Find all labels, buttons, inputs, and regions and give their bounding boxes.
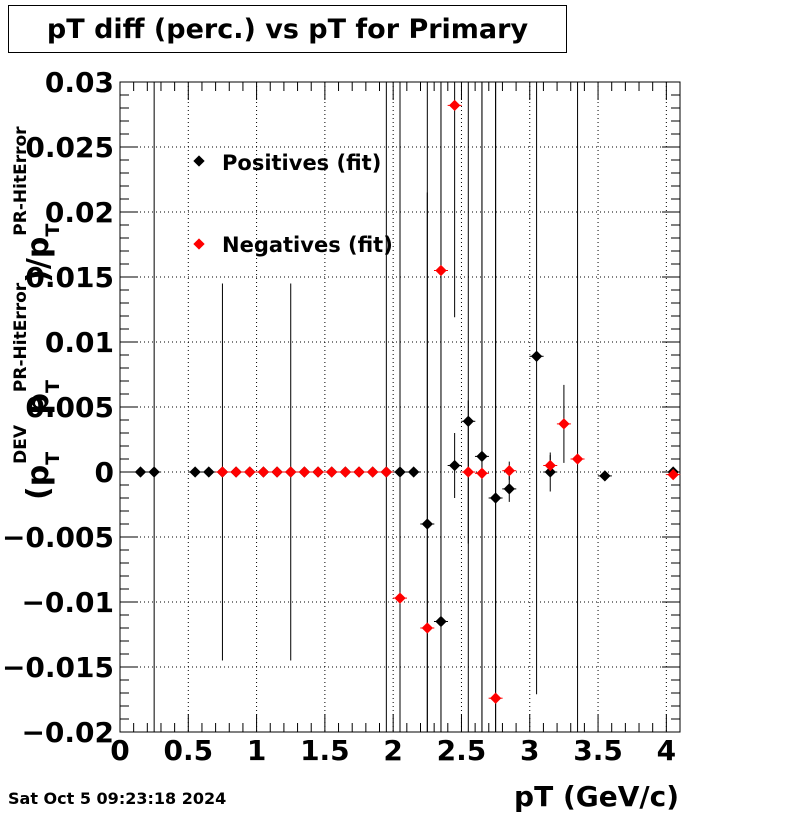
point-positive <box>148 466 160 478</box>
y-tick-label: −0.005 <box>2 521 114 554</box>
x-tick-label: 1 <box>247 734 266 767</box>
legend-marker-negatives <box>193 238 205 250</box>
y-tick-label: 0.015 <box>25 261 114 294</box>
point-negative <box>244 466 256 478</box>
x-tick-label: 1.5 <box>300 734 350 767</box>
point-negative <box>271 466 283 478</box>
point-positive <box>503 483 515 495</box>
x-tick-label: 2 <box>383 734 402 767</box>
x-tick-labels: 0 0.5 1 1.5 2 2.5 3 3.5 4 <box>110 734 676 767</box>
point-negative <box>571 453 584 465</box>
point-positive <box>530 350 543 362</box>
x-tick-label: 0 <box>110 734 129 767</box>
point-negative <box>421 622 433 634</box>
y-title-sub2: T <box>42 380 64 393</box>
y-tick-label: −0.01 <box>21 586 114 619</box>
y-tick-label: 0.03 <box>45 66 114 99</box>
point-positive <box>462 415 474 427</box>
point-negative <box>257 466 270 478</box>
point-negative <box>544 459 556 472</box>
y-tick-label: 0.025 <box>25 131 114 164</box>
point-positive <box>189 466 201 478</box>
point-positive <box>203 466 215 478</box>
point-negative <box>394 592 406 604</box>
point-negative <box>367 466 379 478</box>
point-negative <box>326 466 338 478</box>
point-positive <box>408 466 420 478</box>
y-title-mid: p <box>21 393 56 425</box>
y-title-sub1: T <box>42 452 64 465</box>
point-negative <box>667 468 679 481</box>
point-negative <box>216 466 229 478</box>
point-negative <box>353 466 365 478</box>
legend: Positives (fit) Negatives (fit) <box>193 151 393 257</box>
y-tick-label: −0.015 <box>2 651 114 684</box>
point-negative <box>558 418 570 430</box>
x-tick-label: 3 <box>520 734 539 767</box>
x-tick-label: 2.5 <box>437 734 487 767</box>
point-negative <box>435 264 447 277</box>
y-axis-title: (pTDEV pTPR-HitError)/pTPR-HitError <box>11 126 64 500</box>
y-title-main: (p <box>21 465 56 500</box>
axis-ticks <box>119 81 681 733</box>
svg-text:(pTDEV pTPR-HitError)/pTPR-Hit: (pTDEV pTPR-HitError)/pTPR-HitError <box>11 126 64 500</box>
y-tick-label: −0.02 <box>21 716 114 749</box>
legend-marker-positives <box>193 155 205 167</box>
point-negative <box>285 466 297 478</box>
point-positive <box>134 466 147 478</box>
point-negative <box>298 466 311 478</box>
point-positive <box>476 450 488 463</box>
point-positive <box>448 459 461 472</box>
point-negative <box>489 692 502 704</box>
point-negative <box>476 467 488 479</box>
legend-label-positives: Positives (fit) <box>222 151 381 175</box>
y-title-sup1: DEV <box>11 424 31 464</box>
point-negative <box>339 466 352 478</box>
y-tick-label: 0.02 <box>45 196 114 229</box>
point-positive <box>544 466 556 478</box>
point-negative <box>503 465 515 477</box>
point-positive <box>599 470 611 482</box>
x-tick-label: 0.5 <box>163 734 213 767</box>
y-title-sup2: PR-HitError <box>11 282 31 392</box>
point-negative <box>312 466 324 478</box>
point-negative <box>230 466 242 478</box>
y-title-tail: )/p <box>21 237 56 283</box>
timestamp: Sat Oct 5 09:23:18 2024 <box>8 789 227 808</box>
x-tick-label: 4 <box>657 734 676 767</box>
y-tick-label: 0.01 <box>45 326 114 359</box>
point-negative <box>380 466 392 478</box>
point-negative <box>462 466 474 478</box>
point-negative <box>448 99 461 112</box>
y-title-sup3: PR-HitError <box>11 126 31 236</box>
point-positive <box>489 492 502 504</box>
y-tick-labels: −0.02 −0.015 −0.01 −0.005 0 0.005 0.01 0.015 0.0… <box>2 66 114 749</box>
point-positive <box>435 615 447 628</box>
point-positive <box>421 518 433 530</box>
legend-label-negatives: Negatives (fit) <box>222 233 393 257</box>
point-positive <box>394 466 406 478</box>
x-tick-label: 3.5 <box>573 734 623 767</box>
x-axis-title: pT (GeV/c) <box>514 780 679 813</box>
chart-title: pT diff (perc.) vs pT for Primary <box>8 5 567 53</box>
data-points <box>134 99 679 704</box>
y-tick-label: 0 <box>95 456 114 489</box>
y-tick-label: 0.005 <box>25 391 114 424</box>
y-title-sub3: T <box>42 224 64 237</box>
